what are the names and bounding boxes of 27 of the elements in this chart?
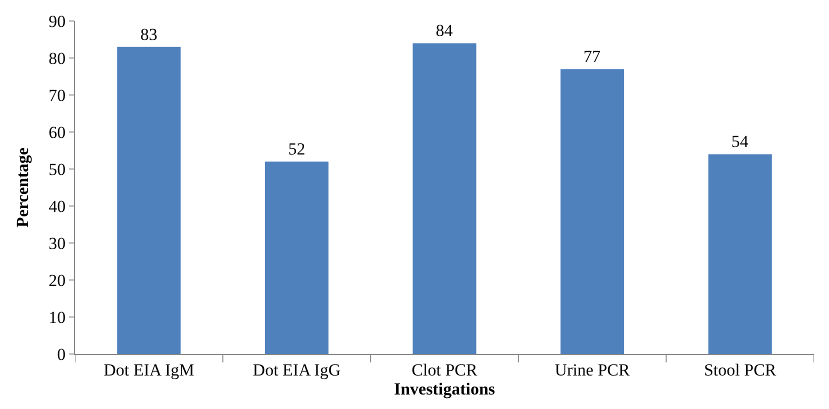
x-tick-label: Urine PCR [554,360,631,380]
x-tick-label: Dot EIA IgM [104,360,194,380]
bar [117,46,181,354]
data-label: 77 [584,47,602,66]
x-axis-title: Investigations [394,379,496,398]
data-label: 54 [731,132,749,152]
bar [264,162,328,354]
y-tick-label: 10 [48,308,66,327]
data-label: 52 [288,140,306,159]
y-tick-label: 70 [48,86,66,105]
y-tick-label: 0 [57,344,66,364]
x-tick-label: Dot EIA IgG [252,360,341,380]
bar [412,43,476,354]
bar [708,154,772,354]
y-tick-label: 50 [48,160,66,179]
data-label: 83 [140,24,158,44]
x-tick-label: Clot PCR [412,360,478,380]
y-tick-label: 40 [48,196,66,216]
y-axis-title: Percentage [13,147,32,228]
y-tick-label: 60 [48,122,66,142]
y-tick-label: 30 [48,234,66,253]
x-tick-label: Stool PCR [704,360,777,380]
y-tick-label: 90 [48,12,66,31]
y-tick-label: 80 [48,48,66,68]
data-label: 84 [436,21,454,40]
bar [560,69,624,354]
y-tick-label: 20 [48,270,66,290]
